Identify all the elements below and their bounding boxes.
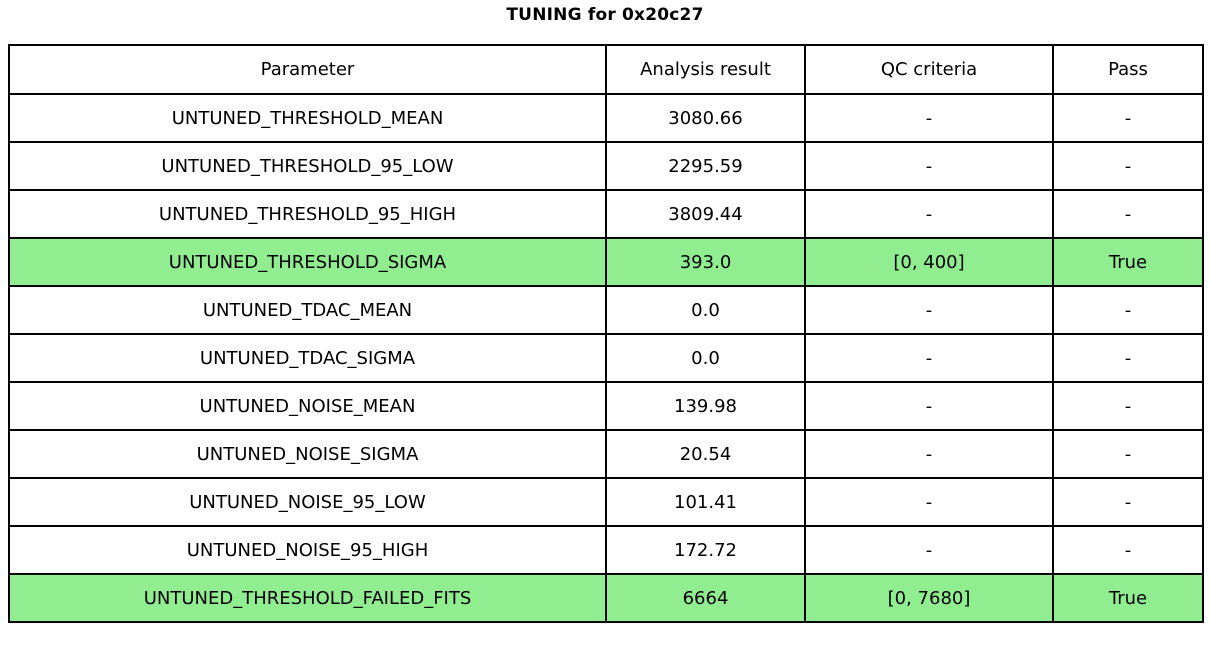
pass-cell: True	[1052, 237, 1204, 287]
qc-criteria-cell: -	[804, 333, 1054, 383]
parameter-cell: UNTUNED_NOISE_95_LOW	[8, 477, 607, 527]
table-row: UNTUNED_THRESHOLD_MEAN 3080.66- -	[8, 93, 1204, 143]
table-row: UNTUNED_NOISE_95_LOW 101.41- -	[8, 477, 1204, 527]
analysis-result-cell: 0.0	[605, 333, 806, 383]
parameter-cell: UNTUNED_TDAC_SIGMA	[8, 333, 607, 383]
parameter-cell: UNTUNED_THRESHOLD_FAILED_FITS	[8, 573, 607, 623]
header-analysis-result: Analysis result	[605, 44, 806, 95]
qc-criteria-cell: -	[804, 189, 1054, 239]
table-row: UNTUNED_NOISE_MEAN 139.98- -	[8, 381, 1204, 431]
pass-cell: -	[1052, 333, 1204, 383]
table-row: UNTUNED_NOISE_95_HIGH 172.72- -	[8, 525, 1204, 575]
pass-cell: -	[1052, 285, 1204, 335]
parameter-cell: UNTUNED_NOISE_MEAN	[8, 381, 607, 431]
analysis-result-cell: 393.0	[605, 237, 806, 287]
qc-criteria-cell: [0, 7680]	[804, 573, 1054, 623]
table-body: UNTUNED_THRESHOLD_MEAN 3080.66- - UNTUNED_T…	[8, 93, 1204, 623]
header-row: Parameter Analysis result QC criteria Pa…	[8, 44, 1204, 95]
analysis-result-cell: 172.72	[605, 525, 806, 575]
parameter-cell: UNTUNED_NOISE_95_HIGH	[8, 525, 607, 575]
qc-criteria-cell: -	[804, 93, 1054, 143]
pass-cell: -	[1052, 525, 1204, 575]
analysis-result-cell: 3809.44	[605, 189, 806, 239]
qc-criteria-cell: -	[804, 477, 1054, 527]
header-qc-criteria: QC criteria	[804, 44, 1054, 95]
qc-criteria-cell: -	[804, 141, 1054, 191]
analysis-result-cell: 3080.66	[605, 93, 806, 143]
pass-cell: -	[1052, 189, 1204, 239]
analysis-result-cell: 2295.59	[605, 141, 806, 191]
qc-criteria-cell: [0, 400]	[804, 237, 1054, 287]
table-row: UNTUNED_THRESHOLD_95_HIGH 3809.44- -	[8, 189, 1204, 239]
parameter-cell: UNTUNED_NOISE_SIGMA	[8, 429, 607, 479]
header-pass: Pass	[1052, 44, 1204, 95]
analysis-result-cell: 6664	[605, 573, 806, 623]
pass-cell: -	[1052, 141, 1204, 191]
table-row: UNTUNED_THRESHOLD_SIGMA 393.0 [0, 400] True	[8, 237, 1204, 287]
qc-criteria-cell: -	[804, 429, 1054, 479]
header-parameter: Parameter	[8, 44, 607, 95]
pass-cell: -	[1052, 477, 1204, 527]
analysis-result-cell: 0.0	[605, 285, 806, 335]
analysis-result-cell: 139.98	[605, 381, 806, 431]
analysis-result-cell: 101.41	[605, 477, 806, 527]
qc-criteria-cell: -	[804, 381, 1054, 431]
tuning-qc-table: Parameter Analysis result QC criteria Pa…	[8, 44, 1204, 623]
qc-criteria-cell: -	[804, 285, 1054, 335]
table-row: UNTUNED_TDAC_MEAN 0.0- -	[8, 285, 1204, 335]
analysis-result-cell: 20.54	[605, 429, 806, 479]
parameter-cell: UNTUNED_THRESHOLD_SIGMA	[8, 237, 607, 287]
page-title: TUNING for 0x20c27	[506, 5, 704, 25]
parameter-cell: UNTUNED_THRESHOLD_95_LOW	[8, 141, 607, 191]
table-row: UNTUNED_THRESHOLD_95_LOW 2295.59- -	[8, 141, 1204, 191]
parameter-cell: UNTUNED_THRESHOLD_95_HIGH	[8, 189, 607, 239]
table-row: UNTUNED_NOISE_SIGMA 20.54- -	[8, 429, 1204, 479]
parameter-cell: UNTUNED_THRESHOLD_MEAN	[8, 93, 607, 143]
qc-criteria-cell: -	[804, 525, 1054, 575]
pass-cell: True	[1052, 573, 1204, 623]
pass-cell: -	[1052, 381, 1204, 431]
table-row: UNTUNED_THRESHOLD_FAILED_FITS 6664 [0, 768…	[8, 573, 1204, 623]
parameter-cell: UNTUNED_TDAC_MEAN	[8, 285, 607, 335]
table-row: UNTUNED_TDAC_SIGMA 0.0- -	[8, 333, 1204, 383]
pass-cell: -	[1052, 429, 1204, 479]
pass-cell: -	[1052, 93, 1204, 143]
